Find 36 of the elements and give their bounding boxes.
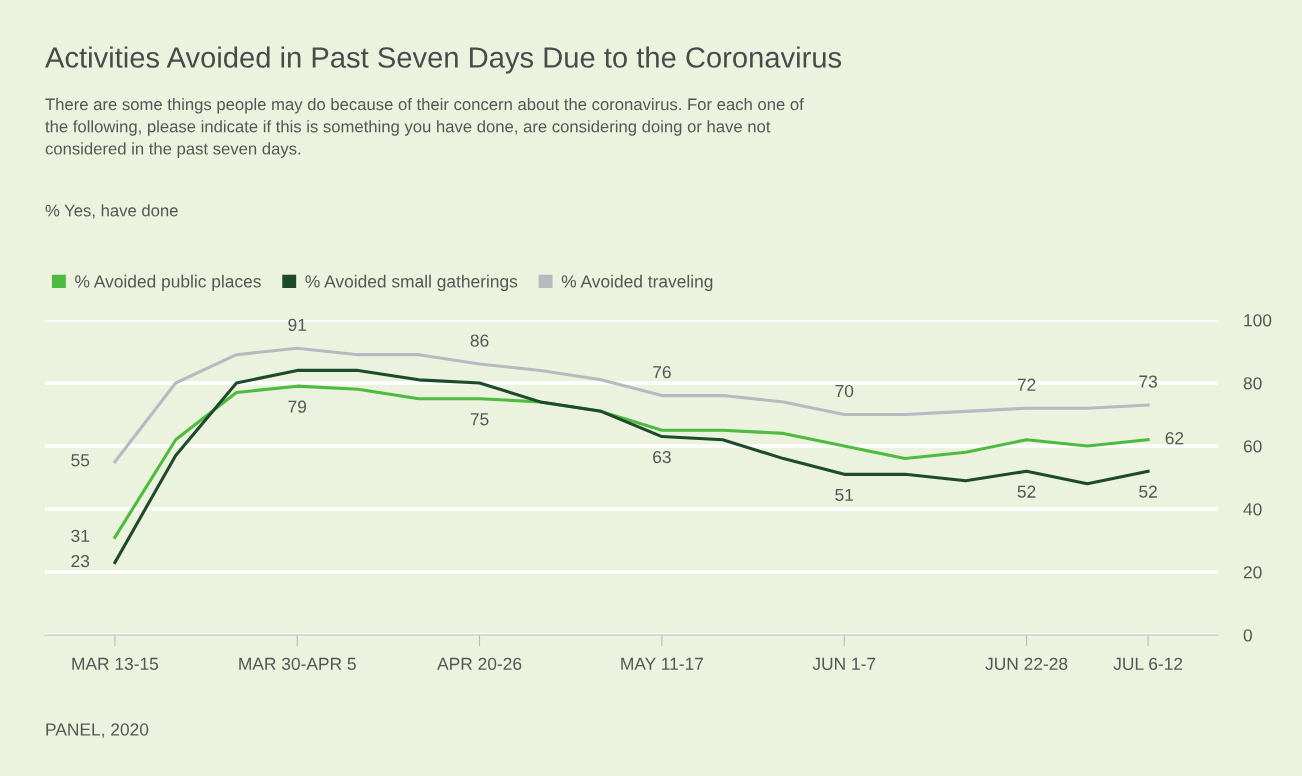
text: PANEL, 2020 <box>46 723 149 738</box>
data-label: 79 <box>288 400 307 413</box>
data-label: 62 <box>1165 432 1184 445</box>
data-label: 52 <box>1139 485 1157 498</box>
legend-label: % Avoided traveling <box>561 274 713 292</box>
data-label: 31 <box>71 529 90 543</box>
data-label: 51 <box>835 488 854 501</box>
y-tick-label: 60 <box>1243 440 1262 453</box>
chart-subtitle: There are some things people may do because of their concern about the coronavirus. For each one of the following, please indicate if this is something you have done, are considering doing or have not considered in the past seven days. <box>45 98 804 158</box>
y-tick-label: 0 <box>1243 629 1252 642</box>
data-label: 91 <box>288 318 307 332</box>
x-tick-label: MAR 13-15 <box>72 657 159 670</box>
y-tick-label: 40 <box>1243 503 1262 516</box>
x-tick-label: JUL 6-12 <box>1113 657 1183 670</box>
x-tick-label: MAY 11-17 <box>621 657 704 670</box>
legend-label: % Avoided small gatherings <box>305 274 518 292</box>
data-label: 63 <box>653 450 671 464</box>
data-label: 70 <box>835 384 854 398</box>
y-tick-label: 80 <box>1243 377 1262 390</box>
data-label: 76 <box>653 365 671 379</box>
data-label: 86 <box>470 334 489 347</box>
data-label: 23 <box>71 554 90 568</box>
x-tick-label: APR 20-26 <box>437 657 522 670</box>
y-tick-label: 100 <box>1244 314 1272 327</box>
data-label: 73 <box>1139 375 1157 388</box>
x-tick-label: MAR 30-APR 5 <box>239 657 356 670</box>
data-label: 52 <box>1017 485 1036 498</box>
legend-label: % Avoided public places <box>75 274 261 292</box>
data-label: 55 <box>71 454 90 467</box>
x-tick-label: JUN 1-7 <box>812 657 876 670</box>
y-tick-label: 20 <box>1243 566 1262 579</box>
text: % Yes, have done <box>45 204 178 219</box>
x-tick-label: JUN 22-28 <box>985 657 1068 670</box>
data-label: 75 <box>470 413 489 426</box>
chart-title: Activities Avoided in Past Seven Days Due to the Coronavirus <box>45 46 842 74</box>
data-label: 72 <box>1017 378 1036 391</box>
